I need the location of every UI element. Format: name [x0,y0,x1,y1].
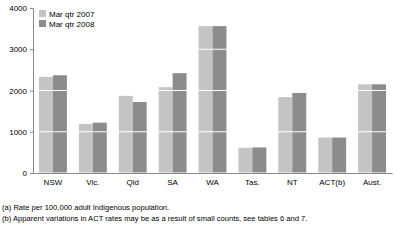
legend-label: Mar qtr 2008 [49,20,95,29]
x-tick: Aust. [363,173,381,187]
legend-swatch [39,20,46,27]
y-axis: 0 1000 2000 3000 4000 [9,4,33,178]
x-tick-label: WA [206,178,219,187]
bar [252,147,266,173]
bar [133,102,147,173]
x-axis: NSW Vic. Qld SA WA Tas. NT ACT(b) Aust. [34,173,393,187]
y-tick-mark [30,173,33,174]
bars [39,26,386,173]
grid-line [33,49,392,50]
x-tick-label: Tas. [245,178,260,187]
x-tick-label: Qld [126,178,138,187]
y-axis-line [30,9,34,174]
y-tick: 2000 [9,87,33,96]
bar [93,123,107,173]
x-tick: WA [206,173,219,187]
x-tick: Qld [126,173,138,187]
legend-swatch [39,10,46,17]
x-tick-label: Aust. [363,178,381,187]
y-tick-mark [30,8,33,9]
bar [358,84,372,173]
x-tick-label: Vic. [86,178,99,187]
bar [39,77,53,173]
y-tick-label: 2000 [9,87,27,96]
grid-line [33,173,392,174]
bar [119,96,133,173]
grid-line [33,8,392,9]
bar [213,26,227,173]
y-tick-mark [30,49,33,50]
y-tick-label: 3000 [9,45,27,54]
x-tick: NSW [44,173,63,187]
x-tick: Vic. [86,173,99,187]
grid-line [33,131,392,132]
plot-area: 0 1000 2000 3000 4000 NSW Vic. Qld SA WA Tas. NT ACT… [9,4,392,187]
x-tick: SA [167,173,178,187]
bar [372,84,386,173]
y-tick: 3000 [9,45,33,54]
x-tick: Tas. [245,173,260,187]
x-tick-label: ACT(b) [319,178,345,187]
y-tick-label: 1000 [9,128,27,137]
chart: 0 1000 2000 3000 4000 NSW Vic. Qld SA WA Tas. NT ACT… [0,0,397,227]
y-tick-mark [30,132,33,133]
y-tick-label: 4000 [9,4,27,13]
x-axis-line [34,173,393,174]
x-tick-label: NSW [44,178,63,187]
bar [159,87,173,173]
legend-label: Mar qtr 2007 [49,10,95,19]
y-tick-mark [30,91,33,92]
bar [173,73,187,173]
bar [199,26,213,173]
x-tick-label: NT [287,178,298,187]
bar [278,97,292,173]
bar [53,75,67,173]
bar [318,138,332,173]
y-tick-label: 0 [23,169,28,178]
y-tick: 0 [23,169,33,178]
y-tick: 4000 [9,4,33,13]
bar [238,148,252,173]
legend-item: Mar qtr 2008 [39,20,95,29]
legend: Mar qtr 2007Mar qtr 2008 [39,10,95,29]
y-tick: 1000 [9,128,33,137]
x-tick-label: SA [167,178,178,187]
grid-line [33,90,392,91]
x-tick: NT [287,173,298,187]
footnote: (b) Apparent variations in ACT rates may… [2,214,307,223]
legend-item: Mar qtr 2007 [39,10,95,19]
grid [33,8,392,173]
bar [332,138,346,173]
footnote: (a) Rate per 100,000 adult Indigenous po… [2,203,169,212]
x-tick: ACT(b) [319,173,345,187]
bar [292,93,306,173]
